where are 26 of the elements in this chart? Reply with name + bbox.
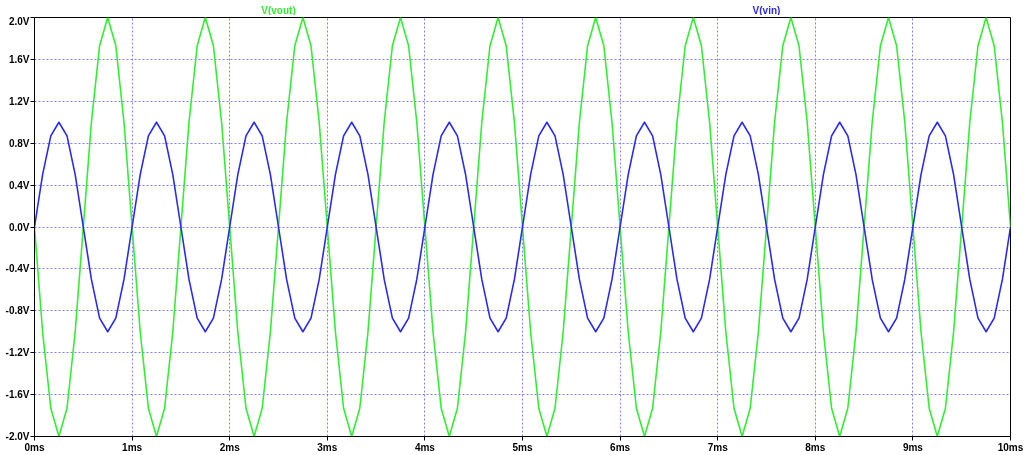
y-tick-label: 1.2V [8, 95, 30, 107]
text: V(vin) [752, 4, 781, 16]
x-tick-label: 0ms [24, 441, 45, 453]
y-tick-label: 1.6V [8, 53, 30, 65]
x-tick-label: 5ms [512, 441, 533, 453]
y-tick-label: -1.2V [5, 347, 30, 359]
x-tick-label: 4ms [414, 441, 436, 453]
y-tick-label: 0.4V [8, 179, 30, 191]
y-tick-label: -0.4V [5, 263, 30, 275]
y-tick-label: -2.0V [5, 431, 30, 442]
line-series [34, 121, 1011, 333]
x-tick-label: 1ms [122, 441, 143, 453]
x-tick-label: 7ms [707, 441, 729, 453]
x-tick-label: 2ms [219, 441, 241, 453]
x-tick-label: 10ms [997, 441, 1024, 453]
y-tick-label: 0.8V [8, 137, 30, 149]
x-tick-label: 9ms [902, 441, 924, 453]
line-series [34, 17, 1011, 437]
y-tick-label: 2.0V [8, 15, 30, 27]
y-tick-label: -0.8V [5, 305, 30, 317]
y-tick-label: -1.6V [5, 389, 30, 401]
x-tick-label: 6ms [610, 441, 631, 453]
y-tick-label: 0.0V [8, 221, 30, 233]
x-tick-label: 8ms [805, 441, 826, 453]
series-label: V(vout) [261, 4, 296, 16]
x-tick-label: 3ms [317, 441, 338, 453]
